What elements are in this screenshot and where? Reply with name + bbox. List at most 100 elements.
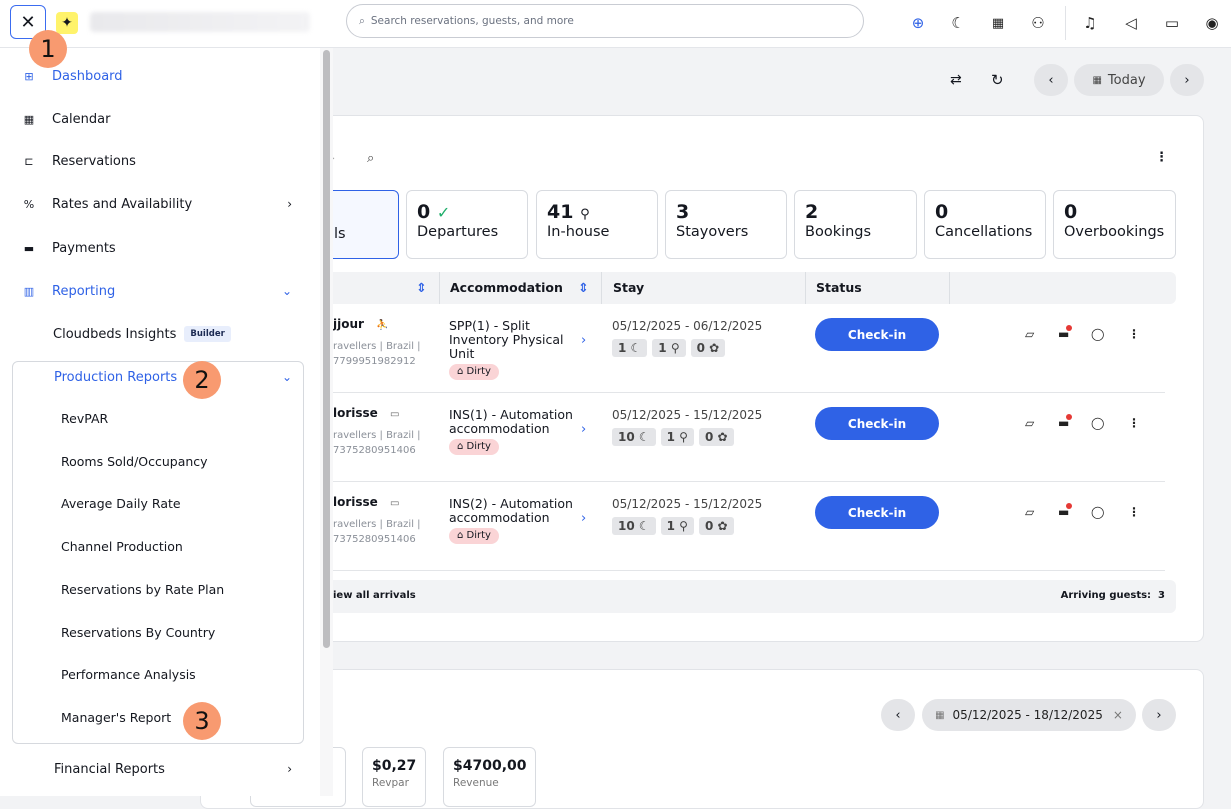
more-icon[interactable]: ⋮	[1128, 416, 1140, 430]
sort-icon[interactable]: ⇕	[578, 280, 589, 295]
megaphone-icon[interactable]: ◁	[1125, 14, 1137, 32]
refresh-icon[interactable]: ↻	[991, 71, 1004, 89]
chevron-right-icon: ›	[287, 197, 292, 211]
sidebar-item-reporting[interactable]: ▥ Reporting ⌄	[0, 279, 320, 303]
date-range-picker[interactable]: ▦ 05/12/2025 - 18/12/2025 ×	[922, 699, 1136, 731]
divider	[1065, 6, 1066, 40]
sidebar-item-dashboard[interactable]: ⊞ Dashboard	[0, 64, 320, 88]
check-in-button[interactable]: Check-in	[815, 318, 939, 351]
percent-icon: %	[23, 197, 35, 211]
stat-stayovers[interactable]: 3 Stayovers	[665, 190, 787, 259]
search-icon[interactable]: ⌕	[367, 151, 375, 166]
chevron-right-icon[interactable]: ›	[581, 333, 587, 348]
prev-range-button[interactable]: ‹	[881, 699, 915, 731]
chart-icon: ▥	[23, 284, 35, 298]
nights-chip: 1 ☾	[612, 339, 648, 357]
stat-bookings[interactable]: 2 Bookings	[794, 190, 917, 259]
stat-departures[interactable]: 0 ✓ Departures	[406, 190, 528, 259]
clear-icon[interactable]: ×	[1112, 708, 1123, 722]
logo: ✦	[56, 12, 78, 34]
sidebar-item-production-reports[interactable]: Production Reports ⌄	[54, 369, 292, 385]
kpi-revenue: $4700,00 Revenue	[443, 747, 536, 807]
next-range-button[interactable]: ›	[1142, 699, 1176, 731]
production-reports-group	[12, 361, 304, 744]
children-chip: 0 ✿	[690, 339, 726, 357]
children-chip: 0 ✿	[698, 428, 734, 446]
calendar-icon[interactable]: ▦	[991, 15, 1005, 31]
chat-icon[interactable]: ◯	[1091, 416, 1105, 430]
sidebar-item-payments[interactable]: ▬ Payments	[0, 236, 320, 260]
sidebar-subitem[interactable]: Manager's Report	[61, 710, 172, 725]
check-circle-icon: ✓	[436, 203, 451, 222]
swap-icon[interactable]: ⇄	[950, 72, 962, 88]
sidebar-item-financial-reports[interactable]: Financial Reports ›	[54, 761, 292, 777]
prev-day-button[interactable]: ‹	[1034, 64, 1068, 96]
sidebar: ⊞ Dashboard ▦ Calendar ⊏ Reservations % Rate…	[0, 48, 320, 796]
adults-chip: 1 ⚲	[660, 428, 694, 446]
note-icon[interactable]: ▱	[1025, 327, 1035, 341]
table-row[interactable]: lorisse ▭ ravellers | Brazil | 7375280951…	[333, 394, 1165, 482]
calendar-icon: ▦	[935, 709, 945, 721]
annotation-marker-2: 2	[183, 361, 221, 399]
dirty-badge: ⌂ Dirty	[449, 364, 499, 380]
bell-icon[interactable]: ♫	[1083, 14, 1097, 32]
arrivals-footer: iew all arrivals Arriving guests: 3	[333, 580, 1176, 613]
chat-icon[interactable]: ◯	[1091, 327, 1105, 341]
moon-icon[interactable]: ☾	[951, 14, 965, 32]
users-icon[interactable]: ⚇	[1031, 14, 1045, 32]
more-icon[interactable]: ⋮	[1128, 327, 1140, 341]
payment-card-icon[interactable]: ▬	[1058, 503, 1073, 519]
sidebar-subitem[interactable]: Channel Production	[61, 539, 183, 554]
adults-chip: 1 ⚲	[652, 339, 686, 357]
view-all-arrivals-link[interactable]: iew all arrivals	[333, 590, 416, 601]
chat-icon[interactable]: ◯	[1091, 505, 1105, 519]
more-icon[interactable]: ⋮	[1128, 505, 1140, 519]
next-day-button[interactable]: ›	[1170, 64, 1204, 96]
stat-cancellations[interactable]: 0 Cancellations	[924, 190, 1046, 259]
user-circle-icon[interactable]: ◉	[1205, 14, 1219, 32]
calendar-icon: ▦	[23, 112, 35, 126]
more-icon[interactable]: ⋮	[1155, 150, 1168, 165]
sort-icon[interactable]: ⇕	[416, 280, 427, 295]
sidebar-item-calendar[interactable]: ▦ Calendar	[0, 107, 320, 131]
grid-icon: ⊞	[24, 69, 34, 83]
payment-card-icon[interactable]: ▬	[1058, 325, 1073, 341]
sidebar-item-insights[interactable]: Cloudbeds Insights Builder	[0, 322, 320, 346]
check-in-button[interactable]: Check-in	[815, 496, 939, 529]
today-button[interactable]: ▦ Today	[1074, 64, 1164, 96]
broom-icon: ⌂	[457, 530, 464, 541]
sidebar-item-reservations[interactable]: ⊏ Reservations	[0, 149, 320, 173]
stat-in-house[interactable]: 41 ⚲ In-house	[536, 190, 658, 259]
sidebar-subitem[interactable]: Average Daily Rate	[61, 496, 181, 511]
property-name-blurred	[90, 12, 310, 32]
adults-chip: 1 ⚲	[660, 517, 694, 535]
sidebar-subitem[interactable]: RevPAR	[61, 411, 109, 426]
close-menu-button[interactable]: ✕	[10, 5, 46, 39]
check-in-button[interactable]: Check-in	[815, 407, 939, 440]
stat-overbookings[interactable]: 0 Overbookings	[1053, 190, 1176, 259]
chevron-right-icon[interactable]: ›	[581, 422, 587, 437]
table-header: ⇕ Accommodation ⇕ Stay Status	[333, 272, 1176, 304]
plus-circle-icon[interactable]: ⊕	[911, 14, 925, 32]
payment-card-icon[interactable]: ▬	[1058, 414, 1073, 430]
nights-chip: 10 ☾	[612, 428, 656, 446]
sidebar-subitem[interactable]: Performance Analysis	[61, 667, 196, 682]
note-icon[interactable]: ▱	[1025, 416, 1035, 430]
sidebar-subitem[interactable]: Reservations By Country	[61, 625, 216, 640]
table-row[interactable]: lorisse ▭ ravellers | Brazil | 7375280951…	[333, 483, 1165, 571]
sidebar-subitem[interactable]: Reservations by Rate Plan	[61, 582, 225, 597]
person-icon: ⚲	[580, 207, 590, 222]
sidebar-subitem[interactable]: Rooms Sold/Occupancy	[61, 454, 208, 469]
note-icon[interactable]: ▱	[1025, 505, 1035, 519]
children-chip: 0 ✿	[698, 517, 734, 535]
inbox-icon[interactable]: ▭	[1164, 14, 1180, 32]
chevron-down-icon: ⌄	[281, 284, 292, 298]
builder-badge: Builder	[184, 326, 231, 342]
search-input[interactable]: ⌕ Search reservations, guests, and more	[346, 4, 864, 38]
sidebar-item-rates[interactable]: % Rates and Availability ›	[0, 192, 320, 216]
sidebar-scrollbar[interactable]	[320, 48, 333, 796]
broom-icon: ⌂	[457, 441, 464, 452]
table-row[interactable]: jjour ⛹ ravellers | Brazil | 779995198291…	[333, 305, 1165, 393]
chevron-right-icon[interactable]: ›	[581, 511, 587, 526]
calendar-icon: ▭	[390, 498, 400, 509]
